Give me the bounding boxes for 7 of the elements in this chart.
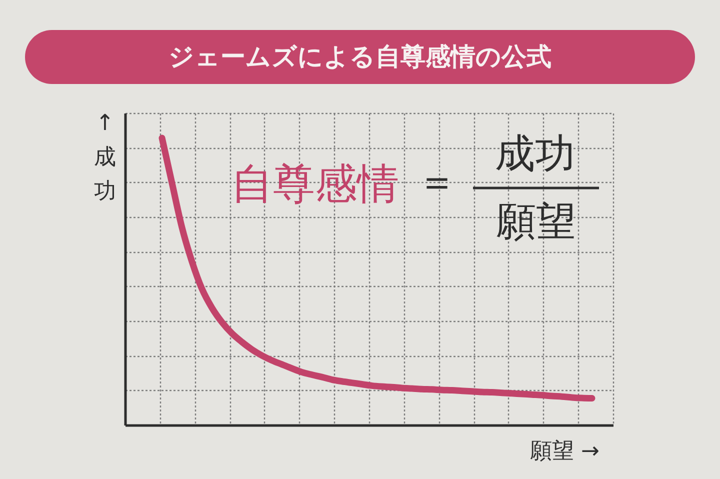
y-axis-title: ↑成功 (94, 111, 116, 204)
annotation: 自尊感情 (231, 159, 399, 208)
annotation: ＝ (417, 159, 457, 205)
annotation: 成功 (495, 131, 575, 177)
annotation: 願望 (496, 199, 576, 245)
x-axis-title: 願望 → (530, 439, 600, 464)
chart-title: ジェームズによる自尊感情の公式 (168, 42, 552, 71)
